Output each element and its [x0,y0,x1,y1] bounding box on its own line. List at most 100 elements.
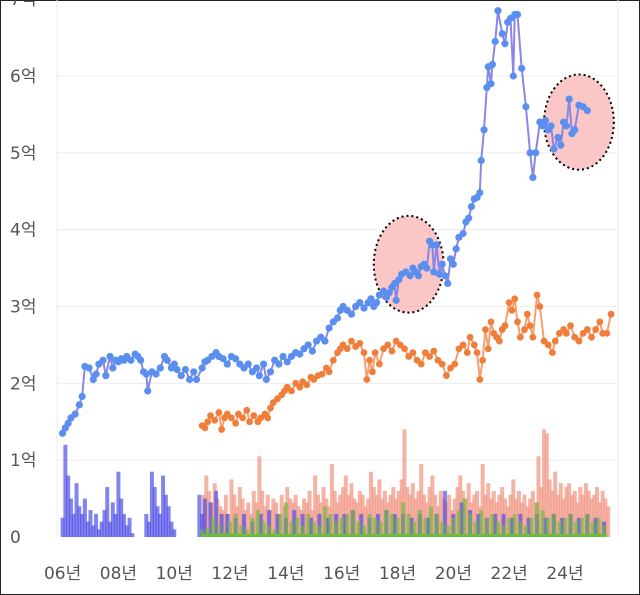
other-volume-bar [334,521,339,537]
rent-price-point [430,347,438,355]
rent-price-point [451,360,459,368]
sale-volume-bar [172,529,177,537]
other-volume-bar [546,517,551,537]
sale-price-point [432,241,441,249]
x-tick-label: 14년 [267,564,304,584]
sale-price-point [501,40,509,48]
sale-price-point [541,116,550,125]
sale-volume-bar [96,529,101,537]
rent-volume-bar [355,502,360,537]
sale-volume-bar [94,513,99,537]
sale-volume-bar [110,502,115,537]
rent-volume-bar [410,483,415,537]
sale-price-point [522,103,530,111]
rent-price-point [384,341,392,349]
rent-price-point [438,360,446,368]
other-volume-bar [378,521,383,537]
sale-price-point [185,375,194,384]
sale-volume-bar [258,513,263,537]
rent-volume-bar [486,483,491,537]
sale-volume-bar [152,487,157,537]
sale-price-point [467,203,476,211]
other-volume-bar [579,517,584,537]
sale-volume-bar [71,513,76,537]
rent-price-point [567,322,574,330]
sale-price-point [532,149,540,157]
sale-volume-bar [130,533,135,537]
sale-price-point [441,272,449,280]
sale-price-point [518,64,526,72]
other-volume-bar [406,513,411,537]
rent-volume-bar [229,479,234,537]
rent-volume-bar [262,506,267,537]
sale-volume-bar [166,506,171,537]
x-tick-label: 10년 [156,564,193,584]
sale-price-point [127,356,135,364]
sale-price-point [562,122,570,130]
sale-volume-bar [91,525,96,537]
sale-volume-bar [576,517,581,537]
sale-volume-bar [113,513,118,537]
rent-price-point [603,329,611,337]
other-volume-bar [401,502,406,537]
rent-price-point [356,339,364,347]
rent-volume-bar [405,487,410,537]
sale-price-point [392,296,400,304]
rent-price-point [487,318,495,326]
sale-volume-bar [493,513,498,537]
x-tick-label: 16년 [323,564,360,584]
other-volume-bar [384,510,389,537]
sale-price-point [347,310,356,318]
rent-volume-bar [313,475,318,537]
sale-price-point [379,287,388,295]
rent-volume-bar [558,483,563,537]
other-volume-bar [473,521,478,537]
sale-price-point [480,126,488,134]
sale-price-point [487,80,495,88]
rent-volume-bar [391,487,396,537]
sale-price-point [156,364,164,372]
other-volume-bar [272,529,277,537]
y-axis-labels: 0 1억 2억 3억 4억 5억 6억 7억 [10,0,36,548]
sale-price-point [152,370,160,378]
sale-price-point [438,260,446,268]
other-volume-bar [529,517,534,537]
other-volume-bar [412,521,417,537]
x-tick-label: 08년 [100,564,137,584]
sale-volume-bar [560,517,565,537]
rent-price-point [228,414,235,422]
rent-volume-bar [567,483,572,537]
sale-price-point [64,419,72,427]
sale-price-point [232,355,240,363]
rent-volume-bar [508,494,513,537]
sale-volume-bar [292,510,297,537]
x-tick-label: 12년 [211,564,248,584]
sale-volume-bar [80,513,85,537]
rent-price-point [442,372,450,380]
other-volume-bar [311,521,316,537]
other-volume-bar [278,513,283,537]
rent-volume-bar [500,487,505,537]
sale-price-point [170,360,178,368]
other-volume-bar [267,525,272,537]
other-volume-bar [216,525,221,537]
sale-price-point [99,356,107,364]
sale-price-point [137,356,145,364]
rent-volume-bar [600,490,605,537]
rent-price-point [417,360,425,368]
rent-price-point [470,341,478,349]
sale-price-point [279,352,287,361]
rent-price-point [501,322,509,330]
rent-price-point [243,406,251,414]
sale-volume-bar [459,502,464,537]
rent-price-point [529,333,537,341]
rent-price-point [201,424,209,432]
rent-price-point [523,310,531,318]
other-volume-bar [306,513,311,537]
rent-volume-bar [530,490,535,537]
sale-price-point [385,289,393,297]
x-axis-labels: 06년 08년 10년 12년 14년 16년 18년 20년 22년 24년 [44,564,584,584]
sale-price-point [360,304,368,312]
other-volume-bar [261,521,266,537]
other-volume-bar [205,527,210,537]
